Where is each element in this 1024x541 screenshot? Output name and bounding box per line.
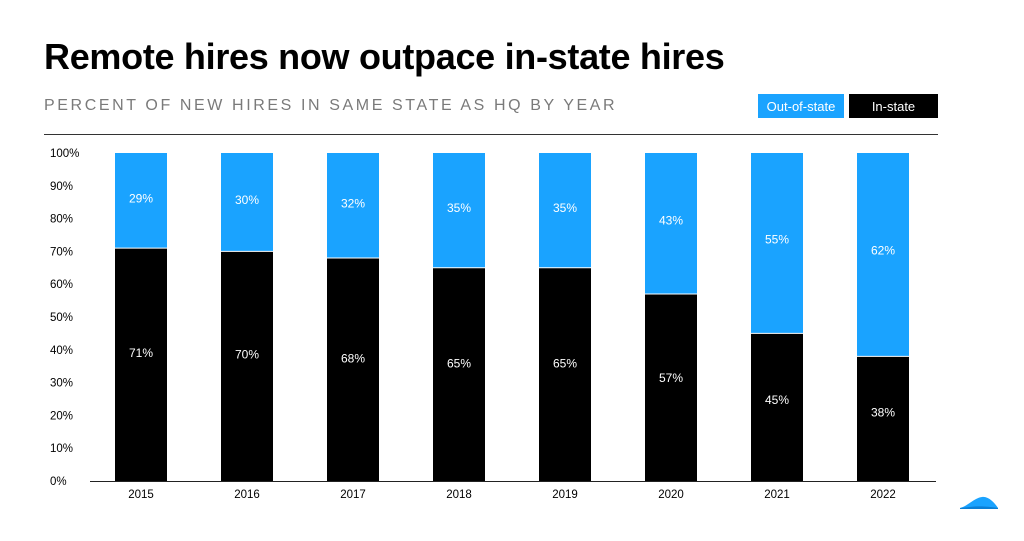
data-label-out-of-state: 62% bbox=[871, 244, 895, 258]
bar-in-state-2017 bbox=[327, 257, 379, 481]
bar-in-state-2020 bbox=[645, 294, 697, 481]
bar-out-of-state-2019 bbox=[539, 153, 591, 268]
x-tick-label: 2015 bbox=[128, 489, 154, 501]
bar-in-state-2015 bbox=[115, 248, 167, 481]
data-label-in-state: 57% bbox=[659, 371, 683, 385]
y-tick-label: 60% bbox=[50, 279, 73, 291]
title-divider bbox=[44, 134, 938, 135]
x-tick-label: 2022 bbox=[870, 489, 896, 501]
data-label-out-of-state: 32% bbox=[341, 196, 365, 210]
data-label-out-of-state: 35% bbox=[553, 201, 577, 215]
data-label-in-state: 65% bbox=[447, 357, 471, 371]
data-label-out-of-state: 35% bbox=[447, 201, 471, 215]
bar-out-of-state-2020 bbox=[645, 153, 697, 295]
bar-out-of-state-2022 bbox=[857, 153, 909, 357]
bar-out-of-state-2017 bbox=[327, 153, 379, 258]
y-tick-label: 20% bbox=[50, 410, 73, 422]
legend-out-of-state: Out-of-state bbox=[758, 94, 844, 118]
y-tick-label: 70% bbox=[50, 246, 73, 258]
y-tick-label: 40% bbox=[50, 345, 73, 357]
chart-subtitle: PERCENT OF NEW HIRES IN SAME STATE AS HQ… bbox=[44, 97, 618, 114]
bar-in-state-2018 bbox=[433, 267, 485, 481]
y-tick-label: 10% bbox=[50, 443, 73, 455]
bar-out-of-state-2018 bbox=[433, 153, 485, 268]
bar-out-of-state-2021 bbox=[751, 153, 803, 334]
y-tick-label: 30% bbox=[50, 378, 73, 390]
data-label-in-state: 68% bbox=[341, 351, 365, 365]
chart-title: Remote hires now outpace in-state hires bbox=[44, 36, 725, 77]
legend-in-state: In-state bbox=[849, 94, 938, 118]
bar-in-state-2021 bbox=[751, 333, 803, 481]
bar-out-of-state-2015 bbox=[115, 153, 167, 249]
data-label-in-state: 71% bbox=[129, 346, 153, 360]
y-tick-label: 90% bbox=[50, 181, 73, 193]
y-tick-label: 80% bbox=[50, 214, 73, 226]
x-tick-label: 2019 bbox=[552, 489, 578, 501]
x-tick-label: 2016 bbox=[234, 489, 260, 501]
data-label-out-of-state: 43% bbox=[659, 214, 683, 228]
bar-in-state-2022 bbox=[857, 356, 909, 481]
bar-in-state-2016 bbox=[221, 251, 273, 481]
x-tick-label: 2021 bbox=[764, 489, 790, 501]
brand-wave-icon bbox=[960, 496, 998, 509]
bar-in-state-2019 bbox=[539, 267, 591, 481]
x-tick-label: 2017 bbox=[340, 489, 366, 501]
data-label-out-of-state: 55% bbox=[765, 233, 789, 247]
bar-out-of-state-2016 bbox=[221, 153, 273, 252]
data-label-in-state: 65% bbox=[553, 357, 577, 371]
y-tick-label: 0% bbox=[50, 476, 67, 488]
x-tick-label: 2020 bbox=[658, 489, 684, 501]
data-label-in-state: 38% bbox=[871, 405, 895, 419]
y-tick-label: 100% bbox=[50, 148, 79, 160]
data-label-in-state: 45% bbox=[765, 393, 789, 407]
data-label-out-of-state: 30% bbox=[235, 193, 259, 207]
y-tick-label: 50% bbox=[50, 312, 73, 324]
data-label-out-of-state: 29% bbox=[129, 192, 153, 206]
data-label-in-state: 70% bbox=[235, 348, 259, 362]
x-tick-label: 2018 bbox=[446, 489, 472, 501]
